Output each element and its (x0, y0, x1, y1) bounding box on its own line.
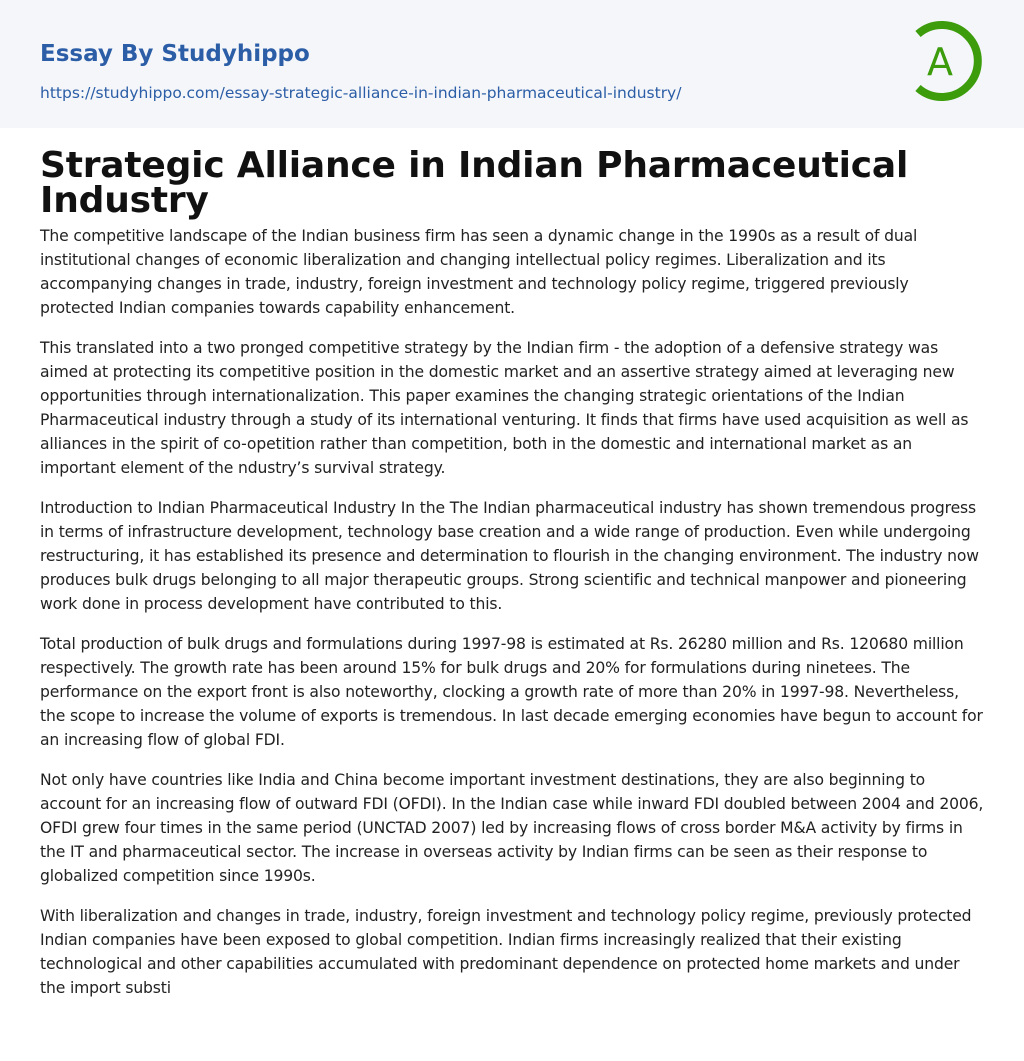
paragraph: With liberalization and changes in trade… (40, 907, 972, 997)
paragraph: Total production of bulk drugs and formu… (40, 635, 983, 749)
studyhippo-logo-icon[interactable]: A (912, 18, 988, 104)
paragraph: The competitive landscape of the Indian … (40, 227, 918, 317)
paragraph: This translated into a two pronged compe… (40, 339, 969, 477)
logo-letter: A (927, 40, 953, 84)
page-title: Strategic Alliance in Indian Pharmaceuti… (40, 145, 909, 221)
article-body: The competitive landscape of the Indian … (40, 224, 984, 1000)
essay-url-link[interactable]: https://studyhippo.com/essay-strategic-a… (40, 84, 682, 102)
site-header: Essay By Studyhippo https://studyhippo.c… (0, 0, 1024, 128)
article: Strategic Alliance in Indian Pharmaceuti… (0, 128, 1024, 1000)
paragraph: Not only have countries like India and C… (40, 771, 984, 885)
site-title[interactable]: Essay By Studyhippo (40, 41, 310, 67)
paragraph: Introduction to Indian Pharmaceutical In… (40, 499, 979, 613)
